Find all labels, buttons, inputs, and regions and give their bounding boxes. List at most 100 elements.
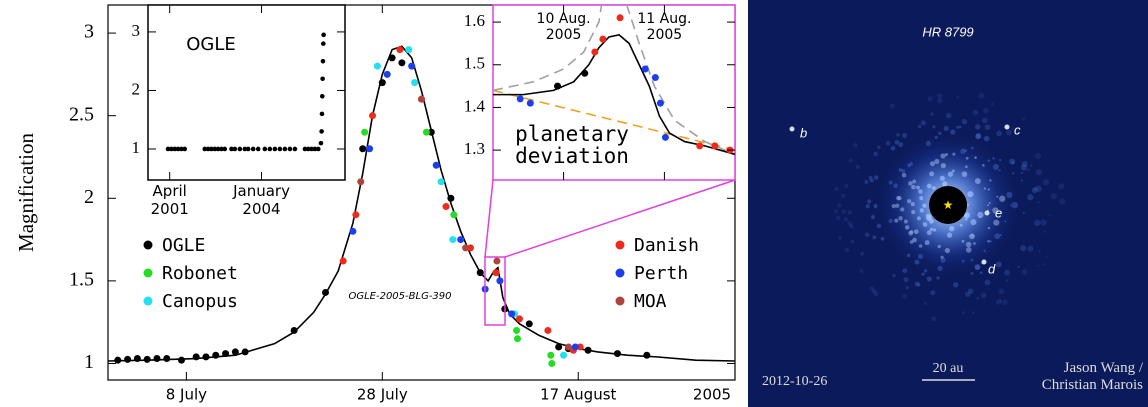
data-point bbox=[182, 147, 187, 152]
speckle bbox=[1021, 179, 1023, 181]
speckle bbox=[956, 126, 959, 129]
speckle bbox=[996, 131, 1002, 137]
data-point bbox=[450, 211, 457, 218]
year-label: 2005 bbox=[693, 386, 731, 404]
speckle bbox=[890, 104, 895, 109]
speckle bbox=[982, 118, 988, 124]
speckle bbox=[860, 269, 864, 273]
y-tick-label: 3 bbox=[132, 21, 141, 40]
speckle bbox=[1037, 264, 1039, 266]
data-point bbox=[359, 145, 366, 152]
data-point bbox=[555, 343, 562, 350]
speckle bbox=[1043, 263, 1045, 265]
data-point bbox=[379, 79, 386, 86]
data-point bbox=[442, 203, 449, 210]
speckle bbox=[891, 146, 896, 151]
data-point bbox=[516, 315, 523, 322]
image-credit: Jason Wang / Christian Marois bbox=[1005, 360, 1143, 394]
planet-dot bbox=[790, 127, 795, 132]
speckle bbox=[873, 152, 878, 157]
speckle bbox=[870, 178, 874, 182]
speckle bbox=[866, 204, 870, 208]
data-point bbox=[560, 352, 567, 359]
data-point bbox=[696, 142, 703, 149]
data-point bbox=[320, 112, 325, 117]
planet-dot bbox=[985, 211, 990, 216]
data-point bbox=[585, 347, 592, 354]
speckle bbox=[865, 232, 869, 236]
speckle bbox=[1058, 183, 1064, 189]
speckle bbox=[962, 311, 965, 314]
y-tick-label: 1 bbox=[132, 138, 141, 157]
speckle bbox=[902, 133, 907, 138]
speckle bbox=[886, 141, 891, 146]
data-point bbox=[527, 100, 534, 107]
speckle bbox=[1021, 172, 1023, 174]
y-tick-label: 1.5 bbox=[464, 54, 485, 73]
data-point bbox=[642, 66, 649, 73]
speckle bbox=[1044, 231, 1046, 233]
y-tick-label: 2 bbox=[132, 79, 141, 98]
speckle bbox=[1040, 219, 1046, 225]
data-point bbox=[565, 343, 572, 350]
speckle bbox=[972, 311, 975, 314]
data-point bbox=[163, 355, 170, 362]
data-point bbox=[477, 269, 484, 276]
annotation: OGLE-2005-BLG-390 bbox=[348, 291, 451, 302]
speckle bbox=[930, 290, 935, 295]
data-point bbox=[278, 147, 283, 152]
data-point bbox=[193, 353, 200, 360]
data-point bbox=[514, 335, 521, 342]
speckle bbox=[848, 210, 852, 214]
legend-label: MOA bbox=[634, 291, 667, 312]
speckle bbox=[1049, 215, 1051, 217]
data-point bbox=[320, 94, 325, 99]
speckle bbox=[902, 268, 907, 273]
data-point bbox=[320, 76, 325, 81]
scale-label: 20 au bbox=[933, 361, 964, 376]
figure: ★ HR 8799 b c d e 2012-10-26 20 au 11.52… bbox=[0, 0, 1148, 407]
data-point bbox=[134, 355, 141, 362]
data-point bbox=[357, 178, 364, 185]
y-tick-label: 2.5 bbox=[69, 103, 94, 125]
data-point bbox=[433, 162, 440, 169]
data-point bbox=[599, 36, 606, 43]
data-point bbox=[321, 41, 326, 46]
speckle bbox=[844, 184, 848, 188]
speckle bbox=[872, 289, 877, 294]
legend-marker bbox=[144, 241, 153, 250]
data-point bbox=[526, 320, 533, 327]
speckle bbox=[937, 98, 942, 103]
speckle bbox=[841, 194, 845, 198]
data-point bbox=[293, 147, 298, 152]
legend-label: OGLE bbox=[162, 235, 205, 256]
legend-marker bbox=[144, 269, 153, 278]
data-point bbox=[291, 327, 298, 334]
data-point bbox=[547, 352, 554, 359]
speckle bbox=[918, 125, 921, 128]
speckle bbox=[956, 95, 959, 98]
speckle bbox=[946, 113, 951, 118]
data-point bbox=[617, 14, 624, 21]
speckle bbox=[1027, 245, 1033, 251]
data-point bbox=[438, 178, 445, 185]
data-point bbox=[457, 236, 464, 243]
speckle bbox=[1004, 270, 1010, 276]
data-point bbox=[222, 147, 227, 152]
data-point bbox=[232, 348, 239, 355]
data-point bbox=[263, 147, 268, 152]
speckle bbox=[1036, 169, 1042, 175]
data-point bbox=[316, 147, 321, 152]
data-point bbox=[643, 352, 650, 359]
planet-label: d bbox=[988, 261, 996, 276]
x-tick-label: April 2001 bbox=[132, 182, 208, 218]
speckle bbox=[973, 110, 979, 116]
speckle bbox=[856, 165, 860, 169]
speckle bbox=[983, 108, 989, 114]
data-point bbox=[322, 289, 329, 296]
legend-label: Robonet bbox=[162, 263, 238, 284]
data-point bbox=[389, 54, 396, 61]
data-point bbox=[396, 46, 403, 53]
data-point bbox=[652, 74, 659, 81]
data-point bbox=[462, 244, 469, 251]
